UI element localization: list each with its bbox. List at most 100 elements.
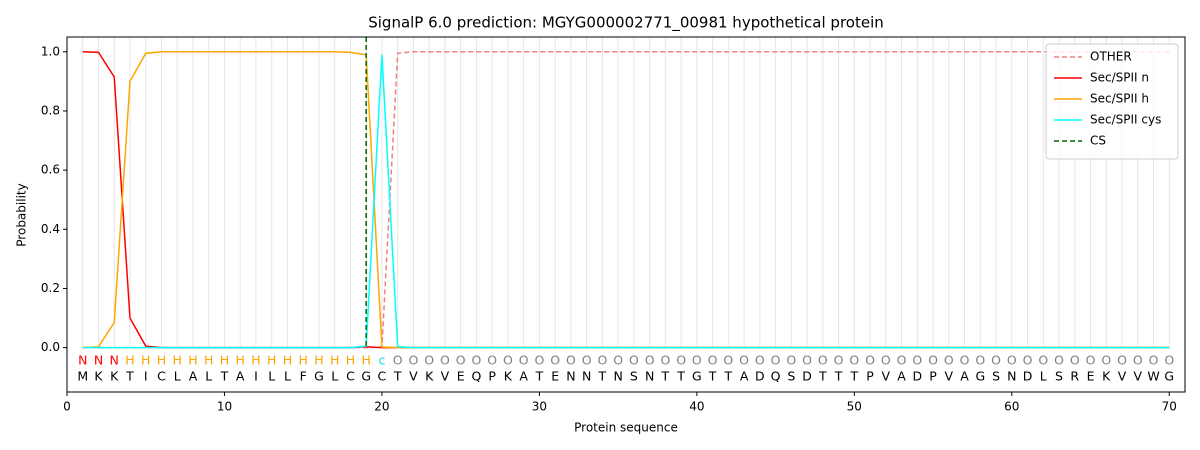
residue: K <box>425 369 434 384</box>
residue-annotation: O <box>771 353 781 368</box>
residue-annotation: O <box>503 353 513 368</box>
residue-annotation: O <box>975 353 985 368</box>
residue: G <box>692 369 702 384</box>
residue: L <box>174 369 181 384</box>
residue: K <box>110 369 119 384</box>
y-tick-label: 0.8 <box>41 103 60 117</box>
residue-annotation: H <box>283 353 292 368</box>
residue-annotation: O <box>660 353 670 368</box>
residue: V <box>409 369 418 384</box>
residue: D <box>1023 369 1033 384</box>
residue-annotation: N <box>110 353 119 368</box>
residue: T <box>220 369 229 384</box>
residue-annotation: O <box>440 353 450 368</box>
residue: S <box>1055 369 1063 384</box>
residue-annotation: H <box>204 353 213 368</box>
residue: A <box>189 369 198 384</box>
residue: D <box>912 369 922 384</box>
residue: E <box>457 369 465 384</box>
residue: T <box>818 369 827 384</box>
x-tick-label: 20 <box>374 400 389 414</box>
residue: G <box>1164 369 1174 384</box>
x-tick-label: 0 <box>63 400 71 414</box>
residue: T <box>125 369 134 384</box>
residue-annotation: O <box>1117 353 1127 368</box>
residue-annotation: O <box>456 353 466 368</box>
residue-annotation: O <box>912 353 922 368</box>
residue-annotation: N <box>78 353 87 368</box>
residue-annotation: H <box>141 353 150 368</box>
residue: I <box>254 369 258 384</box>
series-line <box>82 54 1170 349</box>
residue-annotation: O <box>582 353 592 368</box>
y-axis-label: Probability <box>15 183 29 246</box>
residue: E <box>551 369 559 384</box>
y-tick-label: 0.6 <box>41 163 60 177</box>
residue: N <box>1007 369 1016 384</box>
residue: C <box>346 369 355 384</box>
residue-annotation: H <box>298 353 307 368</box>
residue-annotation: O <box>897 353 907 368</box>
residue: V <box>441 369 450 384</box>
residue: I <box>144 369 148 384</box>
x-tick-label: 60 <box>1004 400 1019 414</box>
residue: T <box>598 369 607 384</box>
residue-annotation: O <box>991 353 1001 368</box>
residue-annotation: O <box>613 353 623 368</box>
residue: V <box>1118 369 1127 384</box>
residue: N <box>582 369 591 384</box>
residue-annotation: O <box>1164 353 1174 368</box>
residue: L <box>284 369 291 384</box>
residue-annotation: H <box>188 353 197 368</box>
residue: R <box>1070 369 1079 384</box>
residue: W <box>1147 369 1159 384</box>
residue: A <box>897 369 906 384</box>
residue-annotation: O <box>676 353 686 368</box>
residue-annotation: H <box>157 353 166 368</box>
residue: Q <box>771 369 781 384</box>
residue: T <box>724 369 733 384</box>
residue-annotation: O <box>755 353 765 368</box>
residue: T <box>850 369 859 384</box>
residue-annotation: O <box>834 353 844 368</box>
x-axis-label: Protein sequence <box>574 421 678 435</box>
legend-label: Sec/SPII h <box>1090 92 1149 106</box>
residue-annotation: O <box>393 353 403 368</box>
residue-annotation: O <box>1133 353 1143 368</box>
residue: A <box>740 369 749 384</box>
y-tick-label: 1.0 <box>41 44 60 58</box>
residue-annotation: H <box>125 353 134 368</box>
residue-annotation: O <box>818 353 828 368</box>
axes-frame <box>66 36 1186 393</box>
residue: P <box>488 369 496 384</box>
residue-annotation: H <box>251 353 260 368</box>
residue: L <box>205 369 212 384</box>
residue-annotation: O <box>645 353 655 368</box>
residue: G <box>314 369 324 384</box>
residue: S <box>630 369 638 384</box>
residue-annotation: O <box>1007 353 1017 368</box>
residue-annotation: c <box>378 353 385 368</box>
residue-annotation: O <box>1023 353 1033 368</box>
residue: N <box>645 369 654 384</box>
y-tick-label: 0.0 <box>41 340 60 354</box>
y-tick-label: 0.2 <box>41 281 60 295</box>
residue-annotation: O <box>881 353 891 368</box>
residue: F <box>300 369 307 384</box>
legend-label: OTHER <box>1090 50 1132 64</box>
residue-annotation: O <box>1086 353 1096 368</box>
residue-annotation: O <box>487 353 497 368</box>
residue: L <box>1040 369 1047 384</box>
residue: T <box>535 369 544 384</box>
residue-annotation: O <box>1149 353 1159 368</box>
residue: E <box>1087 369 1095 384</box>
residue: A <box>519 369 528 384</box>
residue-annotation: O <box>1038 353 1048 368</box>
residue-annotation: O <box>928 353 938 368</box>
x-tick-label: 50 <box>847 400 862 414</box>
residue-annotation: O <box>519 353 529 368</box>
residue-annotation: O <box>409 353 419 368</box>
residue: T <box>708 369 717 384</box>
legend-label: Sec/SPII cys <box>1090 113 1161 127</box>
residue-annotation: O <box>786 353 796 368</box>
